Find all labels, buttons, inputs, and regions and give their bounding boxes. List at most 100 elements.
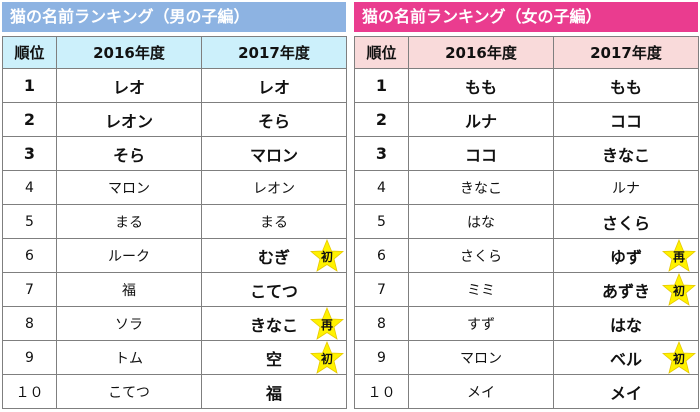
name-2017-cell: ゆず 再 <box>553 238 699 273</box>
name-2016-cell: レオ <box>56 68 202 103</box>
name-2016-cell: もも <box>408 68 554 103</box>
rank-cell: 7 <box>354 272 409 307</box>
table-header-row: 順位 2016年度 2017年度 <box>2 36 347 69</box>
table-row: 6 ルーク むぎ 初 <box>2 238 347 273</box>
header-rank: 順位 <box>354 36 409 69</box>
name-2016-cell: ソラ <box>56 306 202 341</box>
re-entry-star-badge: 再 <box>662 238 696 273</box>
table-row: 6 さくら ゆず 再 <box>354 238 699 273</box>
name-2017-text: さくら <box>601 213 650 233</box>
rank-cell: 3 <box>354 136 409 171</box>
rank-cell: 6 <box>2 238 57 273</box>
header-2016: 2016年度 <box>408 36 554 69</box>
name-2016-cell: ミミ <box>408 272 554 307</box>
name-2016-cell: すず <box>408 306 554 341</box>
name-2017-cell: 福 <box>201 374 347 409</box>
table-row: 3 そら マロン <box>2 136 347 171</box>
star-icon <box>310 340 344 374</box>
name-2017-cell: さくら <box>553 204 699 239</box>
name-2017-text: メイ <box>609 383 642 403</box>
table-row: 2 レオン そら <box>2 102 347 137</box>
name-2016-cell: こてつ <box>56 374 202 409</box>
name-2017-cell: マロン <box>201 136 347 171</box>
table-row: １０ こてつ 福 <box>2 374 347 409</box>
name-2016-cell: まる <box>56 204 202 239</box>
star-badge-label: 再 <box>320 317 333 332</box>
name-2017-cell: むぎ 初 <box>201 238 347 273</box>
rank-cell: 9 <box>2 340 57 375</box>
name-2017-text: レオ <box>257 77 290 97</box>
rank-cell: 1 <box>2 68 57 103</box>
re-entry-star-badge: 再 <box>310 306 344 341</box>
rank-cell: 5 <box>354 204 409 239</box>
table-row: 1 レオ レオ <box>2 68 347 103</box>
rank-cell: 9 <box>354 340 409 375</box>
name-2017-text: むぎ <box>257 247 290 267</box>
girls-ranking-title: 猫の名前ランキング（女の子編） <box>354 2 698 32</box>
header-2017: 2017年度 <box>553 36 699 69</box>
name-2017-text: ゆず <box>609 247 642 267</box>
name-2017-text: マロン <box>249 145 298 165</box>
name-2016-cell: ルナ <box>408 102 554 137</box>
header-rank: 順位 <box>2 36 57 69</box>
star-badge-label: 初 <box>320 249 333 264</box>
star-badge-label: 初 <box>672 351 685 366</box>
name-2017-text: 福 <box>265 383 282 403</box>
name-2016-cell: マロン <box>408 340 554 375</box>
name-2016-cell: トム <box>56 340 202 375</box>
name-2016-cell: レオン <box>56 102 202 137</box>
star-icon <box>662 340 696 374</box>
name-2017-text: まる <box>260 214 288 231</box>
name-2017-text: きなこ <box>249 315 298 335</box>
name-2017-cell: まる <box>201 204 347 239</box>
rank-cell: １０ <box>354 374 409 409</box>
rank-cell: 6 <box>354 238 409 273</box>
name-2017-text: ルナ <box>612 180 640 197</box>
name-2017-text: 空 <box>265 349 282 369</box>
name-2017-cell: はな <box>553 306 699 341</box>
name-2017-text: きなこ <box>601 145 650 165</box>
name-2016-cell: メイ <box>408 374 554 409</box>
table-row: 8 すず はな <box>354 306 699 341</box>
star-badge-label: 初 <box>320 351 333 366</box>
name-2016-cell: さくら <box>408 238 554 273</box>
new-entry-star-badge: 初 <box>662 272 696 307</box>
name-2017-text: レオン <box>253 180 295 197</box>
name-2017-cell: メイ <box>553 374 699 409</box>
table-row: 4 マロン レオン <box>2 170 347 205</box>
name-2016-cell: ココ <box>408 136 554 171</box>
name-2017-cell: レオン <box>201 170 347 205</box>
table-row: 4 きなこ ルナ <box>354 170 699 205</box>
table-row: 5 はな さくら <box>354 204 699 239</box>
rank-cell: 4 <box>354 170 409 205</box>
name-2017-text: こてつ <box>250 281 298 301</box>
rank-cell: 2 <box>354 102 409 137</box>
name-2016-cell: きなこ <box>408 170 554 205</box>
table-row: 2 ルナ ココ <box>354 102 699 137</box>
name-2017-cell: きなこ 再 <box>201 306 347 341</box>
rank-cell: １０ <box>2 374 57 409</box>
star-icon <box>310 238 344 272</box>
rank-cell: 7 <box>2 272 57 307</box>
table-row: 5 まる まる <box>2 204 347 239</box>
name-2017-text: ベル <box>609 349 642 369</box>
table-row: 1 もも もも <box>354 68 699 103</box>
name-2017-cell: ベル 初 <box>553 340 699 375</box>
header-2016: 2016年度 <box>56 36 202 69</box>
table-row: 8 ソラ きなこ 再 <box>2 306 347 341</box>
new-entry-star-badge: 初 <box>310 238 344 273</box>
star-icon <box>310 306 344 340</box>
star-badge-label: 再 <box>672 249 685 264</box>
table-row: 9 マロン ベル 初 <box>354 340 699 375</box>
table-row: 7 福 こてつ <box>2 272 347 307</box>
name-2017-cell: ルナ <box>553 170 699 205</box>
name-2017-cell: もも <box>553 68 699 103</box>
table-row: 3 ココ きなこ <box>354 136 699 171</box>
star-badge-label: 初 <box>672 283 685 298</box>
name-2016-cell: はな <box>408 204 554 239</box>
girls-ranking-panel: 猫の名前ランキング（女の子編） 順位 2016年度 2017年度 1 もも もも 2 ル… <box>354 2 699 409</box>
name-2017-text: ココ <box>609 111 642 131</box>
name-2017-cell: そら <box>201 102 347 137</box>
name-2017-cell: きなこ <box>553 136 699 171</box>
rank-cell: 5 <box>2 204 57 239</box>
